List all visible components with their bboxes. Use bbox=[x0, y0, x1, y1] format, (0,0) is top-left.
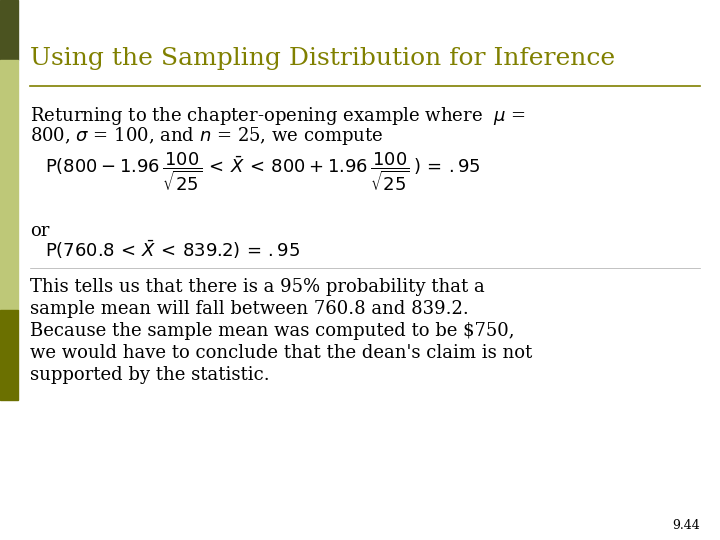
Bar bbox=[0, 0, 18, 60]
Text: This tells us that there is a 95% probability that a: This tells us that there is a 95% probab… bbox=[30, 278, 485, 296]
Text: we would have to conclude that the dean's claim is not: we would have to conclude that the dean'… bbox=[30, 344, 532, 362]
Text: Because the sample mean was computed to be \$750,: Because the sample mean was computed to … bbox=[30, 322, 515, 340]
Bar bbox=[0, 310, 18, 400]
Text: sample mean will fall between 760.8 and 839.2.: sample mean will fall between 760.8 and … bbox=[30, 300, 469, 318]
Text: $\mathrm{P}(760.8\,<\,\bar{X}\,<\,839.2)\,=\,.95$: $\mathrm{P}(760.8\,<\,\bar{X}\,<\,839.2)… bbox=[45, 238, 300, 261]
Text: 800, $\sigma$ = 100, and $n$ = 25, we compute: 800, $\sigma$ = 100, and $n$ = 25, we co… bbox=[30, 125, 383, 147]
Text: supported by the statistic.: supported by the statistic. bbox=[30, 366, 269, 384]
Text: or: or bbox=[30, 222, 50, 240]
Text: Using the Sampling Distribution for Inference: Using the Sampling Distribution for Infe… bbox=[30, 47, 615, 70]
Text: $\mathrm{P}(800-1.96\,\dfrac{100}{\sqrt{25}}\,<\,\bar{X}\,<\,800+1.96\,\dfrac{10: $\mathrm{P}(800-1.96\,\dfrac{100}{\sqrt{… bbox=[45, 150, 481, 193]
Bar bbox=[0, 60, 18, 310]
Text: 9.44: 9.44 bbox=[672, 519, 700, 532]
Text: Returning to the chapter-opening example where  $\mu$ =: Returning to the chapter-opening example… bbox=[30, 105, 526, 127]
